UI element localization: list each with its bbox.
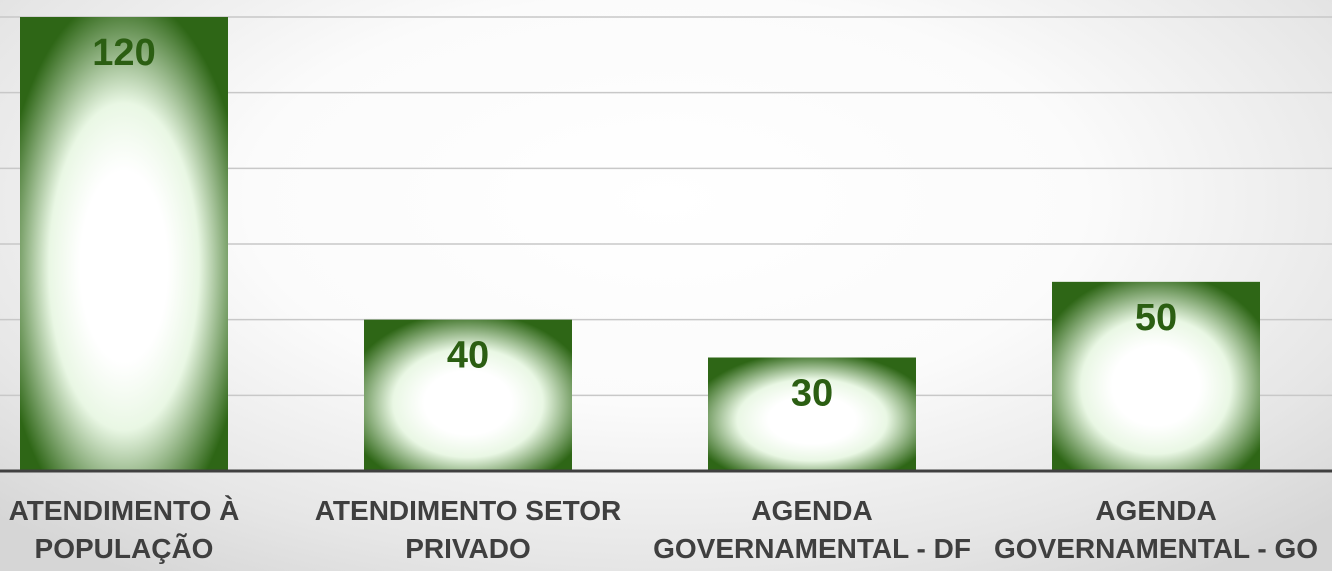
bar-value-label: 30 [791, 373, 833, 415]
bar [1052, 281, 1260, 471]
bar [20, 17, 228, 471]
category-label: AGENDA GOVERNAMENTAL - GO [993, 495, 1319, 564]
bar-value-label: 40 [447, 335, 489, 377]
bar-value-label: 50 [1135, 297, 1177, 339]
bar [364, 319, 572, 471]
category-label: ATENDIMENTO À POPULAÇÃO [8, 495, 240, 564]
bar-value-label: 120 [92, 32, 155, 74]
category-label: AGENDA GOVERNAMENTAL - DF [653, 495, 971, 564]
category-label: ATENDIMENTO SETOR PRIVADO [314, 495, 622, 564]
bars [20, 17, 1260, 471]
data-labels: 120 40 30 50 [92, 32, 1177, 415]
bar [708, 357, 916, 471]
